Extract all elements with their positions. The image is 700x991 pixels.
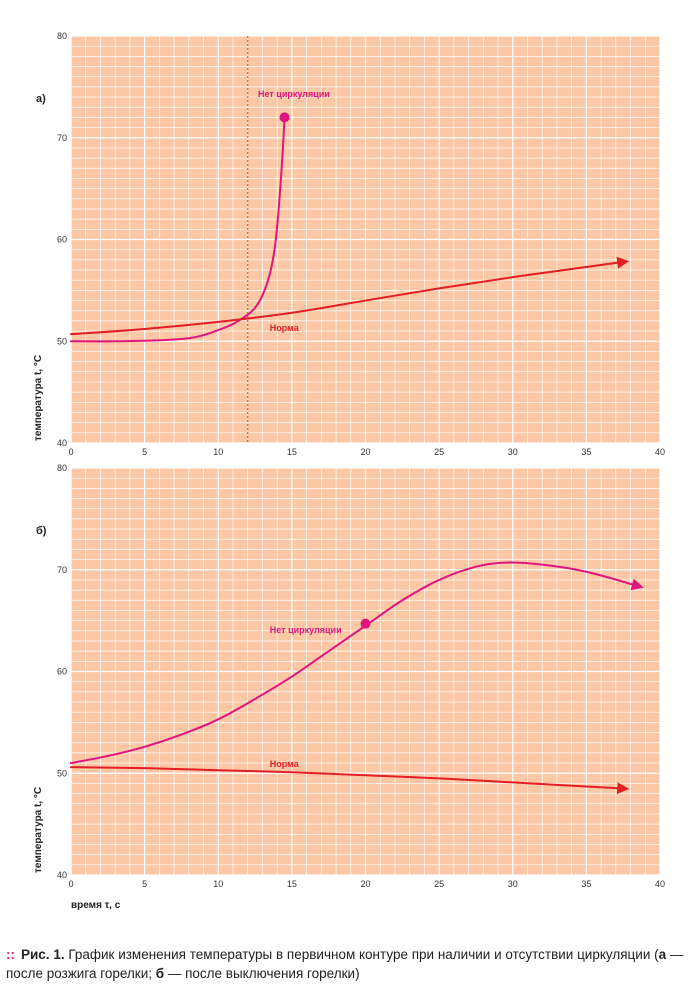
- panel-label: а): [36, 93, 46, 105]
- caption-text-2: — после розжига горелки;: [6, 947, 684, 981]
- caption-b: б: [155, 966, 165, 981]
- x-tick-label: 20: [360, 447, 370, 457]
- x-tick-label: 0: [68, 879, 73, 889]
- x-tick-label: 25: [434, 879, 444, 889]
- y-tick-label: 50: [57, 768, 67, 778]
- x-tick-label: 10: [213, 879, 223, 889]
- caption-text-1: График изменения температуры в первичном…: [64, 947, 659, 962]
- y-tick-label: 70: [57, 133, 67, 143]
- series-line-no-circulation: [70, 561, 644, 765]
- series-annotation: Нет циркуляции: [258, 89, 330, 99]
- x-tick-label: 25: [434, 447, 444, 457]
- series-annotation: Нет циркуляции: [270, 625, 342, 635]
- series-highlight-point: [360, 618, 371, 629]
- x-tick-label: 30: [508, 879, 518, 889]
- x-tick-label: 15: [287, 879, 297, 889]
- panel-label: б): [36, 525, 47, 537]
- x-tick-label: 0: [68, 447, 73, 457]
- series-line-no-circulation: [70, 116, 286, 343]
- x-tick-label: 5: [142, 879, 147, 889]
- x-tick-label: 30: [508, 447, 518, 457]
- y-tick-label: 60: [57, 667, 67, 677]
- series-line-norm: [70, 766, 630, 795]
- x-tick-label: 40: [655, 879, 665, 889]
- x-tick-label: 35: [581, 879, 591, 889]
- caption-a: а: [658, 947, 667, 962]
- x-tick-label: 10: [213, 447, 223, 457]
- y-axis-label: температура t, °С: [33, 355, 44, 441]
- y-axis-label: температура t, °С: [33, 787, 44, 873]
- chart-panel-2: 0 5 10 15 20 25 30 35 40 40 50 60 70 80 б) температура …: [33, 463, 665, 911]
- y-tick-label: 40: [57, 438, 67, 448]
- series-end-point: [279, 112, 290, 123]
- x-tick-label: 15: [287, 447, 297, 457]
- caption-fig-label: Рис. 1.: [21, 947, 65, 962]
- x-tick-label: 40: [655, 447, 665, 457]
- series-line-norm: [70, 256, 630, 336]
- x-tick-label: 20: [360, 879, 370, 889]
- y-tick-label: 80: [57, 463, 67, 473]
- y-tick-label: 40: [57, 870, 67, 880]
- x-axis-label: время τ, с: [71, 900, 121, 911]
- figure: 0 5 10 15 20 25 30 35 404050607080а)температура …: [33, 31, 665, 911]
- chart-panel-1: 0 5 10 15 20 25 30 35 40 40 50 60 70 80 а) температура …: [33, 31, 665, 457]
- series-annotation: Норма: [270, 759, 300, 769]
- series-annotation: Норма: [270, 323, 300, 333]
- caption-dots: ::: [6, 947, 15, 962]
- y-tick-label: 70: [57, 565, 67, 575]
- x-tick-label: 35: [581, 447, 591, 457]
- y-tick-label: 60: [57, 235, 67, 245]
- figure-caption: :: Рис. 1. График изменения температуры в…: [6, 945, 696, 983]
- caption-text-3: — после выключения горелки): [164, 966, 360, 981]
- x-tick-label: 5: [142, 447, 147, 457]
- y-tick-label: 80: [57, 31, 67, 41]
- y-tick-label: 50: [57, 336, 67, 346]
